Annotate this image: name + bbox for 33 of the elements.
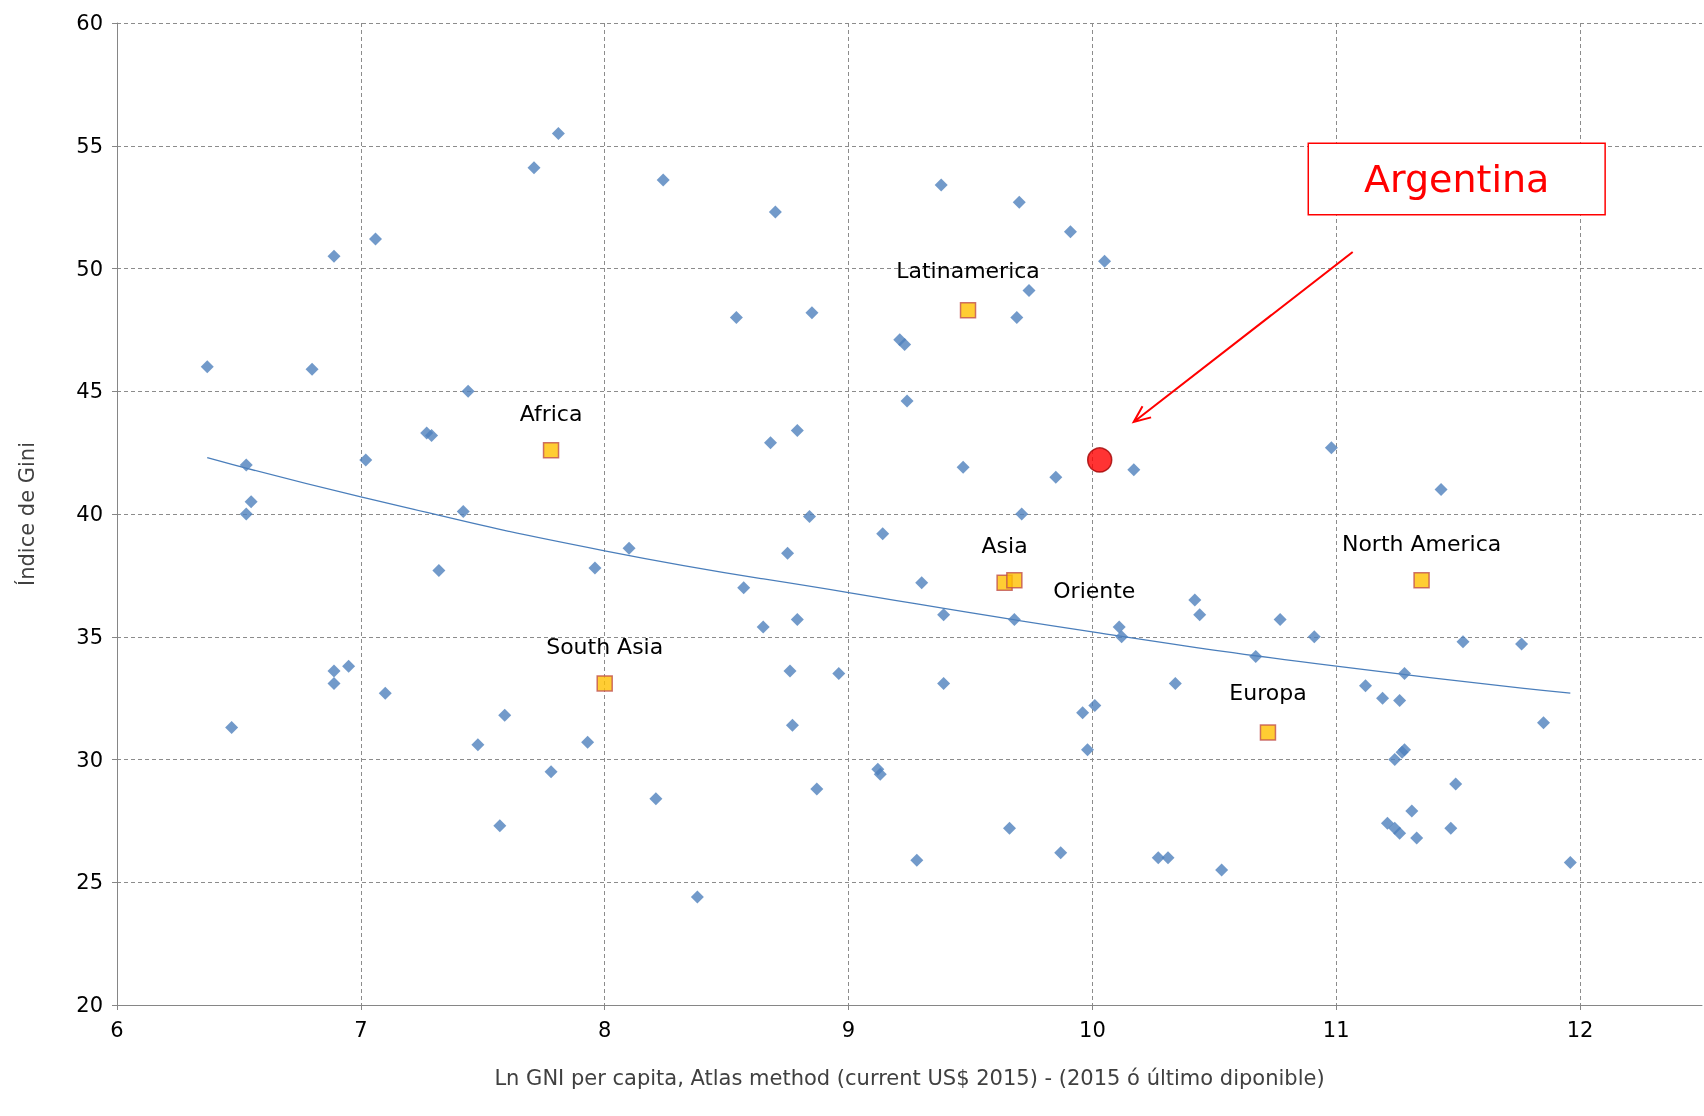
annotation: Latinamerica xyxy=(896,257,1040,283)
point xyxy=(1259,724,1277,741)
y-tick-label: 35 xyxy=(76,624,103,649)
y-tick-label: 30 xyxy=(76,747,103,772)
annotation: Oriente xyxy=(1053,577,1136,603)
y-axis-title: Índice de Gini xyxy=(13,442,39,586)
x-tick-label: 10 xyxy=(1079,1017,1106,1042)
point xyxy=(959,301,977,319)
annotation: Asia xyxy=(981,533,1028,559)
annotation: Africa xyxy=(519,400,583,426)
y-tick-label: 50 xyxy=(76,256,103,281)
point xyxy=(596,675,613,692)
x-tick-label: 11 xyxy=(1322,1017,1350,1042)
x-tick-label: 8 xyxy=(598,1017,612,1042)
point xyxy=(542,441,560,459)
annotation: South Asia xyxy=(546,633,664,659)
y-tick-label: 60 xyxy=(76,11,103,35)
y-tick-label: 40 xyxy=(76,502,103,526)
annotation: Argentina xyxy=(1364,156,1550,201)
annotation: North America xyxy=(1341,530,1502,556)
y-tick-label: 55 xyxy=(76,133,103,158)
annotation: Europa xyxy=(1229,679,1307,705)
y-tick-label: 20 xyxy=(76,993,103,1017)
point xyxy=(1086,447,1113,473)
x-tick-label: 12 xyxy=(1566,1017,1594,1042)
point xyxy=(1413,572,1430,589)
x-tick-label: 7 xyxy=(354,1017,368,1042)
x-axis-title: Ln GNI per capita, Atlas method (current US$ 2015) - (2015 ó último diponible) xyxy=(494,1065,1325,1090)
point xyxy=(1006,572,1023,589)
y-tick-label: 45 xyxy=(76,379,103,404)
y-tick-label: 25 xyxy=(76,870,103,895)
x-tick-label: 9 xyxy=(841,1017,856,1042)
x-tick-label: 6 xyxy=(110,1017,124,1042)
